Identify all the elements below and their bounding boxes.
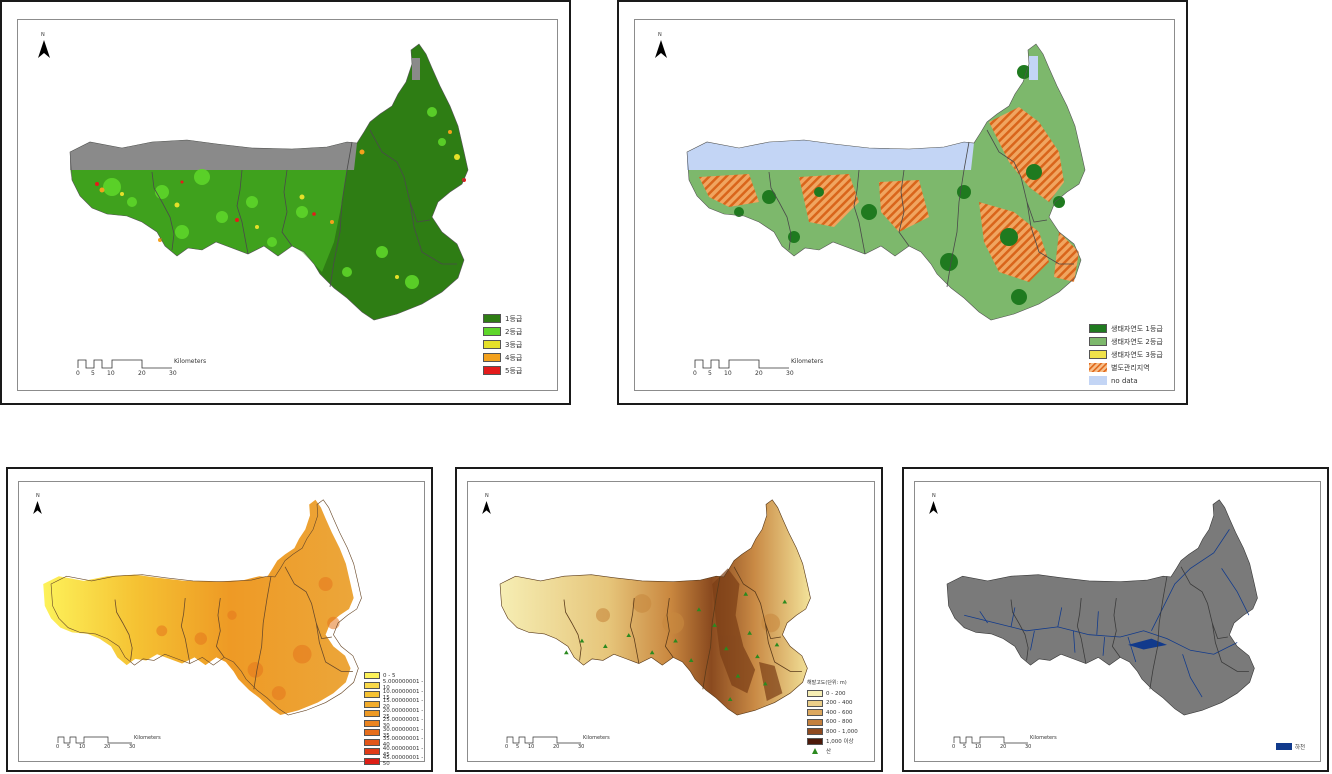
legend-item: 별도관리지역	[1089, 361, 1163, 374]
map-panel-ecology-grade: N 1등급 2등급 3등급 4등급	[0, 0, 571, 405]
legend-item: 4등급	[483, 351, 522, 364]
scale-bar: 0 5 10 20 30 Kilometers	[505, 735, 610, 750]
legend-item: 0 - 5	[364, 671, 431, 681]
map-panel-slope: N 0 - 5 5.000000001 - 10 10.00000001 - 1…	[6, 467, 433, 772]
legend-item: 5.000000001 - 10	[364, 679, 431, 691]
legend-item: 5등급	[483, 364, 522, 377]
legend-item: 45.00000001 - 50	[364, 755, 431, 767]
legend-item: 1등급	[483, 312, 522, 325]
map-panel-eco-nature: N 생태자연도 1등급 생태자연도 2등급 생태자연도 3등급 별도관리지역 n…	[617, 0, 1188, 405]
map-panel-elevation: N 해발고도(단위: m)	[455, 467, 883, 772]
north-arrow-icon: N	[655, 32, 667, 62]
slope-map	[43, 499, 362, 716]
scale-bar: 0 5 10 20 30 Kilometers	[952, 735, 1057, 750]
legend-item: 생태자연도 3등급	[1089, 348, 1163, 361]
river-map	[946, 499, 1258, 716]
legend-item: 하천	[1276, 742, 1305, 752]
north-arrow-icon: N	[33, 493, 45, 523]
legend-item: 30.00000001 - 35	[364, 727, 431, 739]
legend-item: 0 - 200	[807, 689, 858, 699]
elevation-map	[499, 499, 811, 716]
peak-markers	[564, 591, 788, 701]
map-frame	[17, 19, 558, 391]
legend: 생태자연도 1등급 생태자연도 2등급 생태자연도 3등급 별도관리지역 no …	[1089, 322, 1163, 387]
north-arrow-icon: N	[38, 32, 50, 62]
legend-item: 400 - 600	[807, 708, 858, 718]
legend-item: 40.00000001 - 45	[364, 746, 431, 758]
legend: 하천	[1276, 742, 1305, 752]
map-frame	[634, 19, 1175, 391]
scale-bar: 0 5 10 20 30 Kilometers	[76, 358, 207, 377]
legend-item: 15.00000001 - 20	[364, 698, 431, 710]
legend-item: 생태자연도 2등급	[1089, 335, 1163, 348]
scale-bar: 0 5 10 20 30 Kilometers	[56, 735, 161, 750]
legend-item: 산	[807, 746, 858, 756]
legend-item: 10.00000001 - 15	[364, 689, 431, 701]
legend: 1등급 2등급 3등급 4등급 5등급	[483, 312, 522, 377]
map-frame	[18, 481, 425, 762]
legend-item: 25.00000001 - 30	[364, 717, 431, 729]
north-arrow-icon: N	[482, 493, 494, 523]
north-arrow-icon: N	[929, 493, 941, 523]
map-frame	[467, 481, 875, 762]
legend-item: 35.00000001 - 40	[364, 736, 431, 748]
legend-item: 600 - 800	[807, 718, 858, 728]
legend-item: 1,000 이상	[807, 737, 858, 747]
legend-item: 생태자연도 1등급	[1089, 322, 1163, 335]
legend-item: 20.00000001 - 25	[364, 708, 431, 720]
map-frame	[914, 481, 1321, 762]
legend-item: 200 - 400	[807, 699, 858, 709]
legend-item: 800 - 1,000	[807, 727, 858, 737]
map-panel-rivers: N 하천 0 5 10 20 30 Kilometers	[902, 467, 1329, 772]
legend-item: 3등급	[483, 338, 522, 351]
legend: 0 - 5 5.000000001 - 10 10.00000001 - 15 …	[364, 671, 431, 767]
legend-item: no data	[1089, 374, 1163, 387]
legend: 해발고도(단위: m) 0 - 200 200 - 400 400 - 600 …	[807, 679, 858, 756]
legend-title: 해발고도(단위: m)	[807, 680, 847, 686]
legend-item: 2등급	[483, 325, 522, 338]
scale-bar: 0 5 10 20 30 Kilometers	[693, 358, 824, 377]
grade-map	[69, 43, 469, 321]
eco-nature-map	[686, 43, 1086, 321]
